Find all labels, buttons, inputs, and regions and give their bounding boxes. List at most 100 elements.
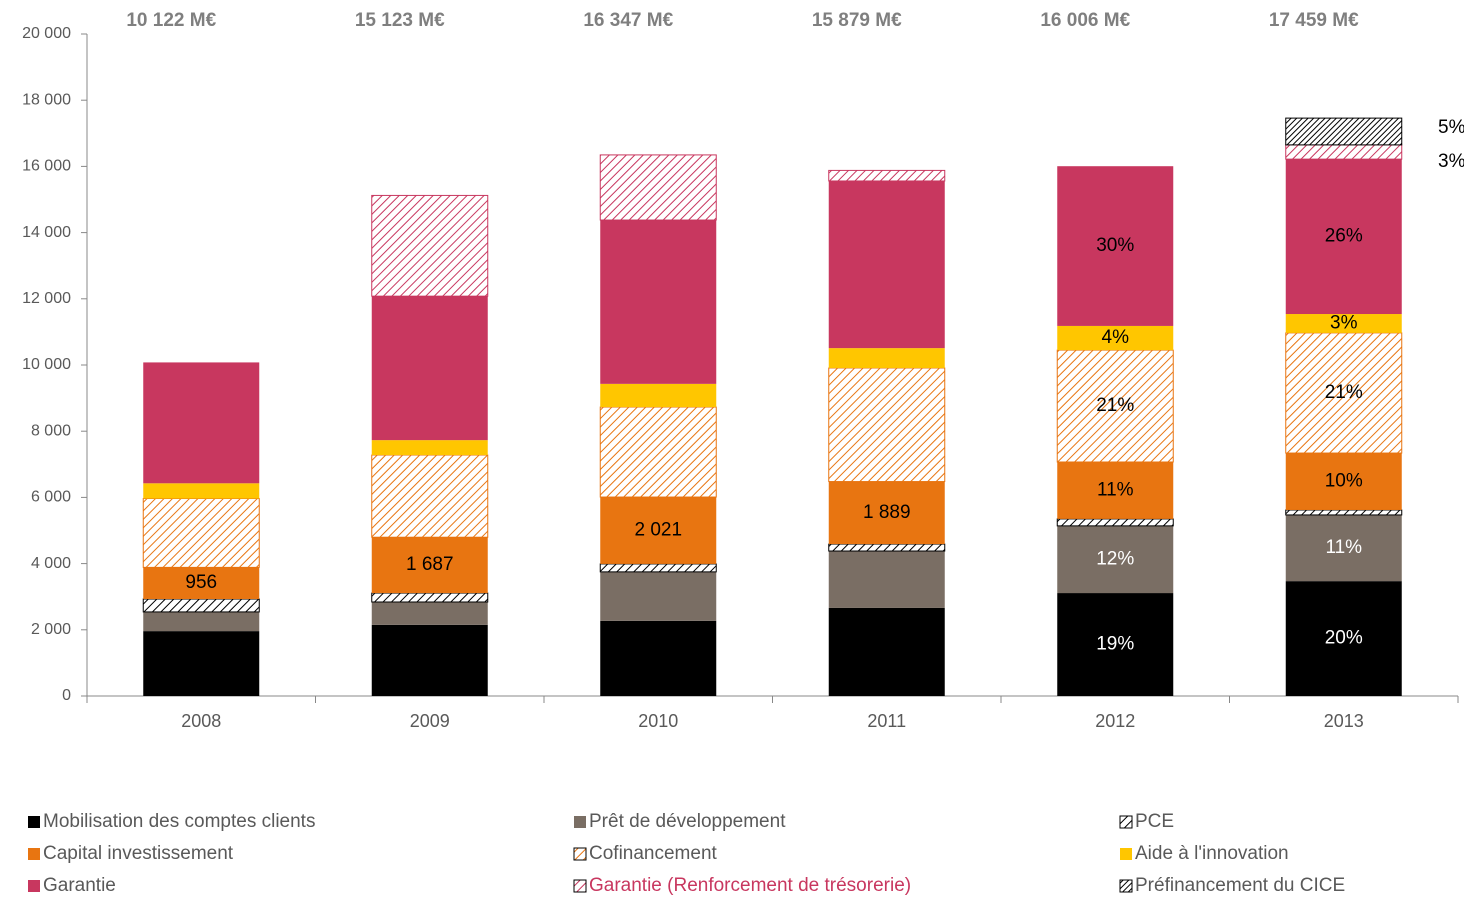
total-label: 10 122 M€: [126, 10, 216, 31]
data-label: 956: [185, 572, 217, 593]
legend-swatch: [573, 847, 587, 861]
y-tick-label: 8 000: [31, 422, 71, 439]
bar-segment: [371, 194, 489, 297]
bar-segment: [828, 348, 945, 368]
legend-swatch: [28, 880, 40, 892]
bar-segment: [599, 563, 717, 573]
legend-label: Aide à l'innovation: [1135, 843, 1289, 864]
bar-segment: [143, 611, 260, 632]
legend-label: Garantie: [43, 875, 116, 896]
y-tick-label: 20 000: [22, 25, 71, 42]
data-label: 20%: [1325, 628, 1363, 649]
y-tick-label: 4 000: [31, 555, 71, 572]
total-label: 16 347 M€: [583, 10, 673, 31]
x-tick-label: 2008: [181, 711, 221, 731]
data-label: 21%: [1325, 382, 1363, 403]
total-label: 15 123 M€: [355, 10, 445, 31]
bar-segment: [828, 169, 946, 182]
bar-segment: [371, 440, 488, 456]
bar-segment: [600, 497, 717, 564]
legend-swatch: [573, 879, 587, 893]
y-tick-label: 2 000: [31, 621, 71, 638]
data-label: 1 687: [406, 554, 454, 575]
bar-segment: [1285, 144, 1403, 160]
bar-segment: [1285, 453, 1402, 510]
bar-segment: [143, 362, 260, 484]
y-tick-label: 14 000: [22, 224, 71, 241]
y-tick-label: 16 000: [22, 158, 71, 175]
bar-segment: [828, 607, 945, 696]
bar-segment: [143, 631, 260, 696]
legend-label: PCE: [1135, 811, 1174, 832]
bar-segment: [600, 620, 717, 696]
y-tick-label: 12 000: [22, 290, 71, 307]
legend-label: Garantie (Renforcement de trésorerie): [589, 875, 911, 896]
bar-segment: [1285, 581, 1402, 696]
x-tick-label: 2010: [638, 711, 678, 731]
bar-segment: [371, 537, 488, 594]
bar-segment: [828, 481, 945, 545]
data-label: 3%: [1438, 151, 1464, 172]
legend-swatch: [1119, 879, 1133, 893]
bar-segment: [828, 367, 946, 483]
bar-segment: [142, 498, 260, 568]
y-tick-label: 18 000: [22, 91, 71, 108]
bar-segment: [600, 383, 717, 408]
total-label: 17 459 M€: [1269, 10, 1359, 31]
data-label: 11%: [1325, 537, 1362, 558]
bar-segment: [1056, 349, 1174, 463]
bar-segment: [599, 406, 717, 498]
bar-segment: [371, 592, 489, 603]
legend-swatch: [1120, 848, 1132, 860]
legend-label: Capital investissement: [43, 843, 234, 864]
data-label: 2 021: [634, 519, 682, 540]
legend-label: Préfinancement du CICE: [1135, 875, 1345, 896]
bar-segment: [1285, 509, 1403, 516]
data-label: 1 889: [863, 502, 911, 523]
x-tick-label: 2012: [1095, 711, 1135, 731]
x-tick-label: 2009: [410, 711, 450, 731]
y-tick-label: 10 000: [22, 356, 71, 373]
bar-segment: [1285, 159, 1402, 315]
bar-segment: [828, 543, 946, 552]
bar-segment: [600, 571, 717, 621]
bar-segment: [142, 598, 260, 613]
x-tick-label: 2011: [867, 711, 906, 731]
bar-segment: [828, 551, 945, 608]
data-label: 3%: [1330, 312, 1358, 333]
data-label: 12%: [1096, 548, 1134, 569]
legend-label: Mobilisation des comptes clients: [43, 811, 315, 832]
bar-segment: [371, 296, 488, 441]
bar-segment: [1057, 166, 1174, 326]
total-label: 16 006 M€: [1040, 10, 1130, 31]
total-label: 15 879 M€: [812, 10, 902, 31]
y-tick-label: 6 000: [31, 489, 71, 506]
data-label: 19%: [1096, 634, 1134, 655]
bar-segment: [1057, 593, 1174, 696]
bar-segment: [1056, 518, 1174, 527]
bar-segment: [1057, 525, 1174, 594]
data-label: 10%: [1325, 471, 1363, 492]
bar-segment: [143, 483, 260, 499]
legend-label: Cofinancement: [589, 843, 718, 864]
bar-segment: [1285, 314, 1402, 333]
x-tick-label: 2013: [1324, 711, 1364, 731]
legend-label: Prêt de développement: [589, 811, 786, 832]
legend-swatch: [1119, 815, 1133, 829]
bar-segment: [1285, 117, 1403, 146]
bar-segment: [1285, 514, 1402, 582]
data-label: 26%: [1325, 226, 1363, 247]
data-label: 4%: [1102, 327, 1130, 348]
bar-segment: [600, 220, 717, 384]
bar-segment: [1057, 325, 1174, 351]
legend-swatch: [28, 816, 40, 828]
data-label: 11%: [1097, 479, 1134, 500]
bar-segment: [599, 154, 717, 221]
bar-segment: [828, 180, 945, 349]
bar-segment: [1285, 332, 1403, 454]
y-tick-label: 0: [62, 687, 71, 704]
bar-segment: [371, 624, 488, 696]
data-label: 30%: [1096, 235, 1134, 256]
bar-segment: [371, 454, 489, 538]
